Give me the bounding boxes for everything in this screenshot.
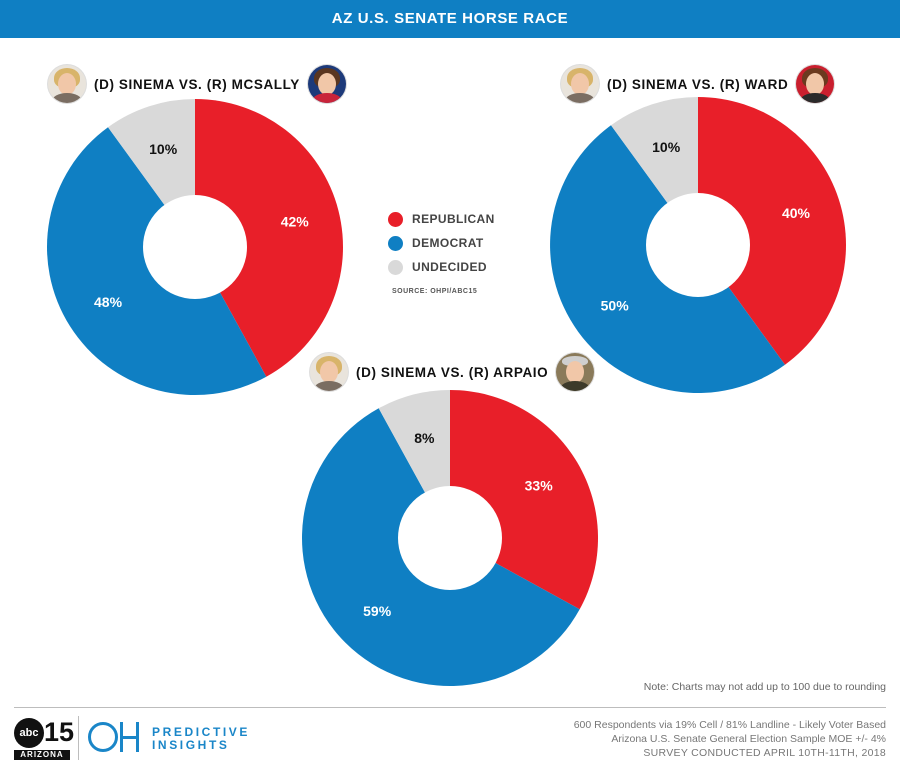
footer-respondents: 600 Respondents via 19% Cell / 81% Landl… (573, 719, 886, 731)
data-label: 8% (414, 430, 435, 446)
abc15-logo: abc 15 ARIZONA (14, 717, 74, 760)
matchup-title: (D) SINEMA VS. (R) WARD (607, 76, 789, 92)
abc-logo-text: abc (14, 718, 44, 748)
sinema-avatar (561, 65, 599, 103)
matchup-mcsally-header: (D) SINEMA VS. (R) MCSALLY (48, 64, 346, 104)
donut-charts: 42% 48% 10% 40% 50% 10% 33% 59% 8% (46, 97, 846, 687)
matchup-title: (D) SINEMA VS. (R) MCSALLY (94, 76, 300, 92)
donut-hole (646, 193, 750, 297)
footer-divider (14, 707, 886, 708)
data-label: 48% (94, 294, 123, 310)
legend-item-democrat: DEMOCRAT (388, 231, 495, 255)
predictive-insights-logo: PREDICTIVE INSIGHTS (152, 726, 250, 752)
chart-legend: REPUBLICAN DEMOCRAT UNDECIDED (388, 207, 495, 279)
footer-survey-date: SURVEY CONDUCTED APRIL 10TH-11TH, 2018 (643, 747, 886, 759)
data-label: 59% (363, 603, 392, 619)
donut-chart: 33% 59% 8% (302, 390, 598, 687)
legend-item-republican: REPUBLICAN (388, 207, 495, 231)
logo-divider (78, 716, 79, 760)
page-title: AZ U.S. SENATE HORSE RACE (331, 10, 569, 27)
legend-swatch (388, 235, 403, 251)
source-label: SOURCE: OHPI/ABC15 (392, 288, 478, 295)
legend-label: DEMOCRAT (412, 236, 484, 250)
ward-avatar (796, 65, 835, 103)
abc-logo-number: 15 (44, 717, 75, 747)
predictive-logo-line2: INSIGHTS (152, 738, 230, 752)
donut-chart: 40% 50% 10% (550, 97, 846, 393)
legend-label: REPUBLICAN (412, 212, 495, 226)
abc-logo-region: ARIZONA (14, 750, 70, 760)
data-label: 42% (281, 213, 310, 229)
slice-republican (195, 99, 343, 377)
data-label: 50% (601, 298, 630, 314)
rounding-note: Note: Charts may not add up to 100 due t… (643, 681, 886, 693)
matchup-title: (D) SINEMA VS. (R) ARPAIO (356, 364, 549, 380)
sinema-avatar (310, 353, 348, 391)
data-label: 40% (782, 205, 811, 221)
footer-moe: Arizona U.S. Senate General Election Sam… (611, 733, 886, 745)
data-label: 10% (652, 139, 681, 155)
predictive-logo-line1: PREDICTIVE (152, 725, 251, 739)
oh-logo-icon (88, 722, 142, 754)
matchup-arpaio-header: (D) SINEMA VS. (R) ARPAIO (310, 352, 595, 392)
arpaio-avatar (556, 353, 595, 391)
page-header: AZ U.S. SENATE HORSE RACE (0, 0, 900, 38)
donut-hole (398, 486, 502, 590)
data-label: 10% (149, 141, 178, 157)
legend-swatch (388, 259, 403, 275)
sinema-avatar (48, 65, 86, 103)
donut-chart: 42% 48% 10% (46, 99, 343, 396)
matchup-ward-header: (D) SINEMA VS. (R) WARD (561, 64, 835, 104)
legend-item-undecided: UNDECIDED (388, 255, 495, 279)
legend-swatch (388, 211, 403, 227)
donut-hole (143, 195, 247, 299)
legend-label: UNDECIDED (412, 260, 487, 274)
data-label: 33% (525, 478, 554, 494)
mcsally-avatar (307, 65, 346, 103)
slice-republican (698, 97, 846, 365)
